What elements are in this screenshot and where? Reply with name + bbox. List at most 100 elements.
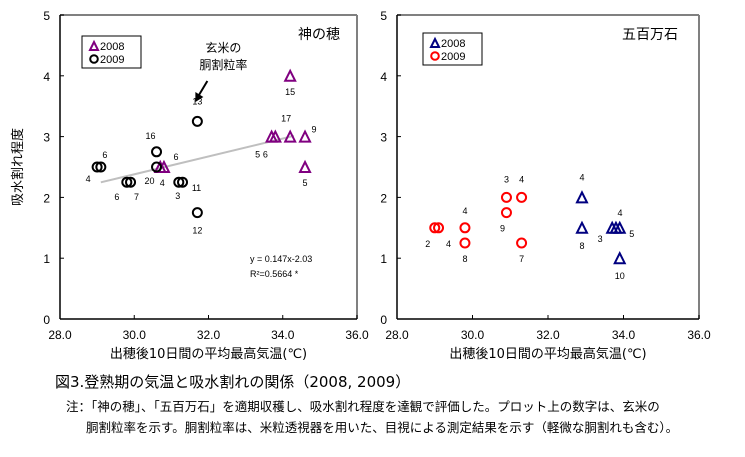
x-tick-label: 36.0 [345,328,369,342]
data-label: 3 [175,191,180,201]
y-tick-label: 2 [380,191,387,205]
x-tick-label: 30.0 [461,328,485,342]
data-label: 8 [579,241,584,251]
data-label: 17 [281,114,291,124]
figure-note-line2: 胴割粒率を示す。胴割粒率は、米粒透視器を用いた、目視による測定結果を示す（軽微な… [86,420,679,435]
x-tick-label: 28.0 [385,328,409,342]
x-tick-label: 32.0 [197,328,221,342]
data-point-triangle [283,68,297,82]
data-point-circle [151,161,163,173]
data-label: 4 [462,206,467,216]
x-tick-label: 32.0 [536,328,560,342]
data-label: 12 [192,226,202,236]
data-point-circle [173,176,185,188]
data-point-triangle [298,129,312,143]
data-label: 15 [285,87,295,97]
y-tick-label: 4 [43,70,50,84]
data-label: 2 [425,239,430,249]
data-label: 4 [579,172,584,182]
data-label: 7 [519,254,524,264]
annotation-arrow [197,80,209,97]
legend-label-2009: 2009 [441,51,465,63]
y-axis-title: 吸水割れ程度 [10,128,26,206]
y-tick-label: 1 [43,252,50,266]
data-label: 6 [114,192,119,202]
data-point-circle [177,176,189,188]
y-tick-label: 2 [43,191,50,205]
data-label: 11 [192,183,201,193]
y-tick-label: 0 [380,313,387,327]
x-axis-title: 出穂後10日間の平均最高気温(℃) [110,346,307,362]
data-label: 8 [462,254,467,264]
data-label: 5 [255,150,260,160]
data-point-triangle [575,190,589,204]
data-point-triangle [613,250,627,265]
data-point-circle [151,146,163,158]
data-point-triangle [613,220,627,234]
data-point-triangle [298,159,312,173]
data-label: 6 [263,150,268,160]
y-tick-label: 5 [43,9,50,23]
data-label: 10 [615,271,625,281]
data-label: 6 [102,150,107,160]
data-point-circle [516,191,528,203]
data-point-circle [191,207,203,219]
data-point-circle [459,222,471,234]
x-tick-label: 34.0 [612,328,636,342]
series-2008: 4 8 3 4 5 10 [575,172,634,281]
data-label: 6 [173,152,178,162]
trend-r-squared: R²=0.5664 * [250,269,299,279]
x-tick-label: 36.0 [687,328,711,342]
y-tick-label: 3 [43,131,50,145]
legend-label-2008: 2008 [441,38,465,50]
data-point-circle [459,237,471,249]
data-point-circle [91,161,103,173]
trend-equation: y = 0.147x-2.03 [250,254,312,264]
legend-circle-marker [430,51,440,61]
x-tick-label: 34.0 [271,328,295,342]
y-tick-label: 5 [380,9,387,23]
y-tick-label: 0 [43,313,50,327]
data-label: 4 [519,174,524,184]
legend-triangle-marker [429,36,441,48]
data-label: 4 [86,174,91,184]
figure-note-line1: 注：「神の穂」、「五百万石」を適期収穫し、吸水割れ程度を達観で評価した。プロット… [66,399,660,414]
data-label: 16 [146,131,156,141]
annotation-arrowhead [195,92,204,102]
annotation-text: 玄米の [205,40,241,55]
trend-line [100,134,295,184]
data-point-circle [95,161,107,173]
annotation-text: 胴割粒率 [199,57,247,72]
data-point-circle [516,237,528,249]
data-point-triangle [283,129,297,143]
legend-label-2009: 2009 [100,54,124,66]
data-label: 9 [312,125,317,135]
legend-label-2008: 2008 [100,41,124,53]
data-label: 20 [145,176,155,186]
data-point-circle [433,222,445,234]
figure-caption: 図3.登熟期の気温と吸水割れの関係（2008, 2009） [55,373,411,391]
legend-triangle-marker [88,39,100,51]
legend-circle-marker [89,54,99,64]
data-point-triangle [575,220,589,234]
series-2009: 4 6 6 7 16 20 3 11 13 12 [86,96,203,236]
data-label: 4 [446,239,451,249]
data-point-triangle [268,129,282,143]
data-label: 5 [303,178,308,188]
data-point-circle [191,115,203,127]
data-label: 7 [134,192,139,202]
data-label: 4 [160,178,165,188]
data-label: 4 [617,208,622,218]
data-label: 13 [192,96,202,106]
data-label: 5 [629,229,634,239]
x-tick-label: 28.0 [48,328,72,342]
data-point-circle [500,191,512,203]
data-label: 3 [598,234,603,244]
